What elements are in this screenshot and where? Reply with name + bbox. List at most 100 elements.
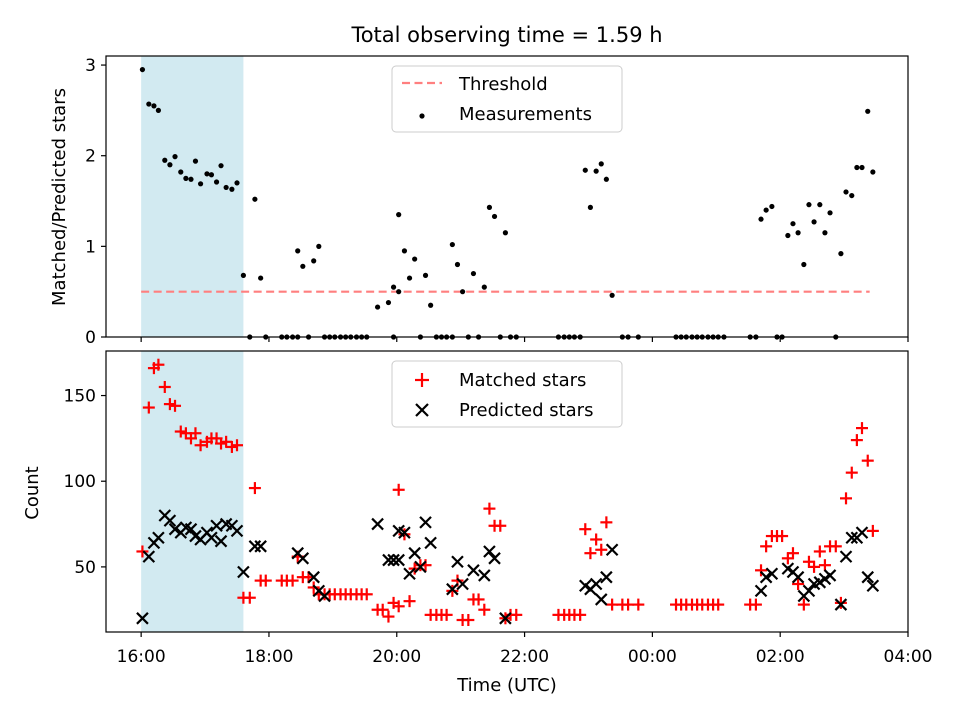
measurement-point <box>151 103 157 109</box>
matched-star-point <box>818 559 831 572</box>
matched-star-point <box>392 483 405 496</box>
measurement-point <box>396 212 402 218</box>
matched-star-point <box>392 600 405 613</box>
legend-predicted-swatch <box>415 403 429 417</box>
bottom-x-ticks: 16:00 18:00 20:00 22:00 00:00 02:00 04:00 <box>117 632 933 667</box>
matched-star-point <box>845 466 858 479</box>
matched-star-point <box>786 547 799 560</box>
matched-star-point <box>590 533 603 546</box>
predicted-star-point <box>307 570 320 584</box>
matched-star-point <box>220 435 233 448</box>
measurement-point <box>229 186 235 192</box>
top-plot-frame <box>105 55 909 338</box>
measurement-point <box>790 221 796 227</box>
predicted-star-point <box>456 577 469 591</box>
predicted-star-point <box>855 526 869 539</box>
predicted-star-point <box>589 577 603 591</box>
matched-star-point <box>813 545 826 558</box>
top-legend-box <box>391 65 623 133</box>
matched-star-point <box>174 425 187 438</box>
matched-star-point <box>440 608 453 621</box>
measurement-point <box>849 192 855 199</box>
top-y-tick-label: 2 <box>85 147 96 167</box>
measurement-point <box>188 176 194 182</box>
top-y-ticks: 0 1 2 3 <box>85 56 106 348</box>
bottom-y-ticks: 50 100 150 <box>64 387 106 578</box>
matched-star-point <box>189 427 202 440</box>
measurement-point <box>213 179 220 185</box>
legend-matched-swatch <box>415 373 429 387</box>
matched-star-point <box>248 482 261 495</box>
predicted-star-point <box>387 553 400 567</box>
matched-star-point <box>834 596 847 609</box>
predicted-star-point <box>163 514 177 527</box>
matched-star-point <box>840 492 853 505</box>
predicted-star-point <box>866 579 880 593</box>
measurement-point <box>311 258 317 264</box>
matched-star-point <box>579 523 592 536</box>
predicted-star-point <box>483 545 496 558</box>
predicted-star-point <box>237 565 250 579</box>
predicted-star-point <box>184 522 198 536</box>
predicted-star-point <box>152 531 165 545</box>
measurement-point <box>459 289 466 295</box>
matched-star-point <box>158 380 171 393</box>
predicted-star-point <box>382 553 395 567</box>
predicted-star-point <box>419 516 432 529</box>
matched-star-point <box>376 603 389 616</box>
predicted-star-point <box>296 552 310 565</box>
measurement-point <box>801 261 807 268</box>
matched-star-point <box>760 540 773 553</box>
bottom-y-tick-label: 100 <box>64 472 96 492</box>
measurement-point <box>758 216 764 222</box>
x-tick-label: 00:00 <box>628 647 677 667</box>
matched-star-point <box>360 588 373 601</box>
measurement-point <box>859 164 865 171</box>
matched-star-point <box>829 540 842 553</box>
matched-star-point <box>584 547 597 560</box>
measurement-point <box>843 189 849 195</box>
matched-star-point <box>797 598 810 611</box>
matched-star-point <box>142 401 155 414</box>
predicted-star-point <box>318 589 331 603</box>
legend-predicted-label: Predicted stars <box>459 400 593 421</box>
matched-star-point <box>231 439 244 452</box>
matched-star-point <box>243 591 256 604</box>
measurement-point <box>139 66 146 73</box>
measurement-point <box>258 275 264 281</box>
predicted-star-point <box>467 564 480 577</box>
measurement-point <box>422 272 429 278</box>
legend-threshold-label: Threshold <box>458 74 548 95</box>
measurement-point <box>449 241 455 248</box>
predicted-star-point <box>403 567 416 581</box>
matched-star-point <box>749 598 762 611</box>
predicted-star-point <box>823 569 837 582</box>
predicted-stars-points <box>136 509 880 625</box>
predicted-star-point <box>834 598 848 611</box>
measurement-point <box>316 243 322 249</box>
measurement-point <box>822 230 828 236</box>
matched-star-point <box>259 574 272 587</box>
matched-star-point <box>510 608 523 621</box>
predicted-star-point <box>478 569 491 582</box>
measurement-point <box>486 204 493 210</box>
predicted-star-point <box>398 526 411 539</box>
bottom-legend-box <box>391 360 623 428</box>
measurement-point <box>769 203 775 210</box>
measurement-point <box>197 181 204 187</box>
bottom-y-tick-label: 150 <box>64 387 96 407</box>
measurement-point <box>390 284 397 290</box>
x-tick-label: 20:00 <box>372 647 421 667</box>
measurement-point <box>192 158 199 164</box>
top-y-tick-label: 3 <box>85 56 96 76</box>
measurement-point <box>827 210 833 216</box>
matched-star-point <box>792 578 805 591</box>
measurement-point <box>162 157 168 163</box>
predicted-star-point <box>371 517 384 531</box>
legend-measurements-swatch <box>419 113 425 119</box>
x-tick-label: 16:00 <box>117 647 166 667</box>
matched-star-point <box>574 608 587 621</box>
matched-star-point <box>286 574 299 587</box>
predicted-star-point <box>248 540 262 553</box>
